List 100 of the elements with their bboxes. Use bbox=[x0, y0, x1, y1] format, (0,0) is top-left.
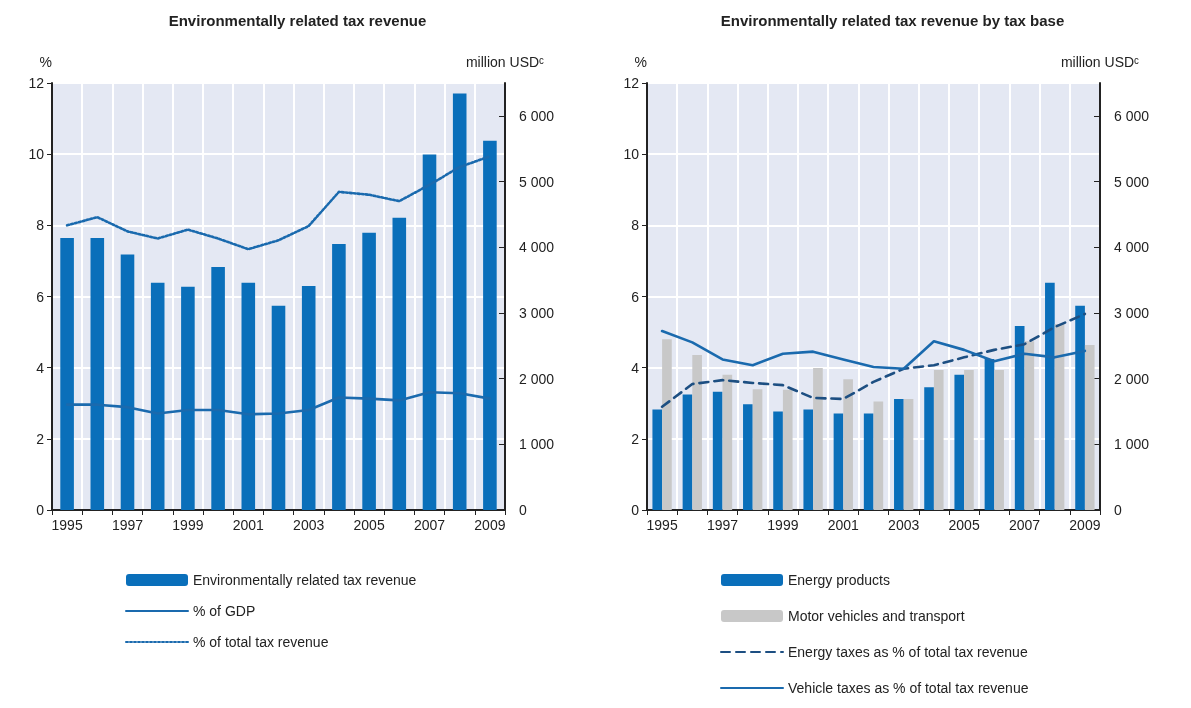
bar bbox=[752, 389, 763, 510]
bar bbox=[90, 238, 105, 510]
bar bbox=[833, 413, 844, 510]
bar bbox=[692, 354, 702, 510]
x-tick-label: 1997 bbox=[111, 517, 144, 533]
legend-label: % of total tax revenue bbox=[193, 634, 329, 650]
legend-label: Vehicle taxes as % of total tax revenue bbox=[788, 680, 1029, 696]
line-series bbox=[65, 155, 492, 251]
bar bbox=[803, 409, 814, 510]
bar bbox=[362, 232, 376, 510]
y2-tick-label: 1 000 bbox=[1114, 436, 1150, 453]
y-tick-label: 2 bbox=[631, 430, 640, 447]
y-tick-label: 10 bbox=[28, 146, 45, 163]
bar bbox=[773, 411, 783, 510]
x-tick-label: 2005 bbox=[353, 517, 385, 533]
x-tick-label: 2007 bbox=[1008, 517, 1041, 533]
y-tick-label: 4 bbox=[36, 359, 45, 376]
y-tick-label: 0 bbox=[36, 502, 45, 518]
legend-label: Environmentally related tax revenue bbox=[193, 572, 417, 588]
bar bbox=[1084, 345, 1095, 510]
legend-label: % of GDP bbox=[193, 603, 256, 619]
bar bbox=[452, 93, 467, 510]
bar bbox=[954, 374, 965, 510]
bar bbox=[652, 409, 663, 510]
bar bbox=[181, 286, 195, 510]
bar bbox=[211, 266, 225, 510]
y2-tick-label: 5 000 bbox=[1114, 173, 1150, 190]
y2-axis-title: million USDᶜ bbox=[465, 54, 545, 70]
x-tick-label: 1999 bbox=[172, 517, 204, 533]
legend-label: Motor vehicles and transport bbox=[788, 608, 965, 624]
y-axis-title: % bbox=[634, 54, 647, 70]
bar bbox=[933, 370, 944, 510]
x-tick-label: 1995 bbox=[51, 517, 83, 533]
bar bbox=[301, 285, 316, 510]
legend-label: Energy taxes as % of total tax revenue bbox=[788, 644, 1028, 660]
y-tick-label: 6 bbox=[36, 288, 45, 305]
y-tick-label: 12 bbox=[28, 75, 45, 91]
bar bbox=[120, 254, 135, 510]
y2-tick-label: 0 bbox=[519, 502, 527, 518]
y2-tick-label: 6 000 bbox=[1114, 107, 1150, 124]
bar bbox=[332, 243, 346, 510]
y-tick-label: 8 bbox=[631, 217, 640, 234]
y2-tick-label: 2 000 bbox=[519, 370, 555, 387]
bar bbox=[1024, 341, 1035, 510]
bar bbox=[662, 339, 672, 510]
bar bbox=[843, 379, 853, 510]
x-tick-label: 2003 bbox=[293, 517, 325, 533]
bar bbox=[863, 413, 874, 510]
bar bbox=[984, 358, 995, 510]
y-tick-label: 6 bbox=[631, 288, 640, 305]
x-tick-label: 2009 bbox=[1069, 517, 1101, 533]
bar bbox=[1075, 305, 1085, 510]
y-tick-label: 8 bbox=[36, 217, 45, 234]
line-series bbox=[660, 312, 1087, 409]
y-tick-label: 12 bbox=[623, 75, 640, 91]
x-tick-label: 1995 bbox=[646, 517, 678, 533]
line-series bbox=[660, 329, 1087, 371]
y2-tick-label: 4 000 bbox=[519, 239, 555, 256]
bar bbox=[964, 370, 974, 510]
bar bbox=[60, 238, 74, 510]
bar bbox=[894, 398, 904, 510]
legend-label: Energy products bbox=[788, 572, 890, 588]
y-tick-label: 2 bbox=[36, 430, 45, 447]
y2-tick-label: 4 000 bbox=[1114, 239, 1150, 256]
x-tick-label: 2001 bbox=[232, 517, 265, 533]
y2-tick-label: 0 bbox=[1114, 502, 1122, 518]
bar bbox=[682, 394, 693, 510]
bar bbox=[873, 401, 884, 510]
y2-tick-label: 3 000 bbox=[519, 304, 555, 321]
y2-axis-title: million USDᶜ bbox=[1060, 54, 1140, 70]
y-tick-label: 10 bbox=[623, 146, 640, 163]
bar bbox=[241, 282, 256, 510]
x-tick-label: 2001 bbox=[827, 517, 860, 533]
x-tick-label: 2007 bbox=[413, 517, 446, 533]
bar bbox=[271, 305, 286, 510]
y2-tick-label: 3 000 bbox=[1114, 304, 1150, 321]
line-series bbox=[65, 390, 492, 416]
bar bbox=[1014, 326, 1025, 510]
chart-title: Environmentally related tax revenue bbox=[168, 12, 427, 29]
bar bbox=[483, 140, 497, 510]
y2-tick-label: 6 000 bbox=[519, 107, 555, 124]
bar bbox=[1054, 324, 1065, 510]
bar bbox=[813, 368, 823, 510]
bar bbox=[422, 154, 437, 510]
y2-tick-label: 1 000 bbox=[519, 436, 555, 453]
y2-tick-label: 2 000 bbox=[1114, 370, 1150, 387]
y-tick-label: 0 bbox=[631, 502, 640, 518]
x-tick-label: 1997 bbox=[706, 517, 739, 533]
bar bbox=[1045, 282, 1055, 510]
bar bbox=[743, 404, 753, 510]
bar bbox=[712, 391, 723, 510]
x-tick-label: 2003 bbox=[888, 517, 920, 533]
x-tick-label: 2005 bbox=[948, 517, 980, 533]
x-tick-label: 2009 bbox=[474, 517, 506, 533]
y-tick-label: 4 bbox=[631, 359, 640, 376]
bar bbox=[994, 370, 1004, 510]
x-tick-label: 1999 bbox=[767, 517, 799, 533]
bar bbox=[150, 282, 165, 510]
y2-tick-label: 5 000 bbox=[519, 173, 555, 190]
bar bbox=[722, 374, 733, 510]
